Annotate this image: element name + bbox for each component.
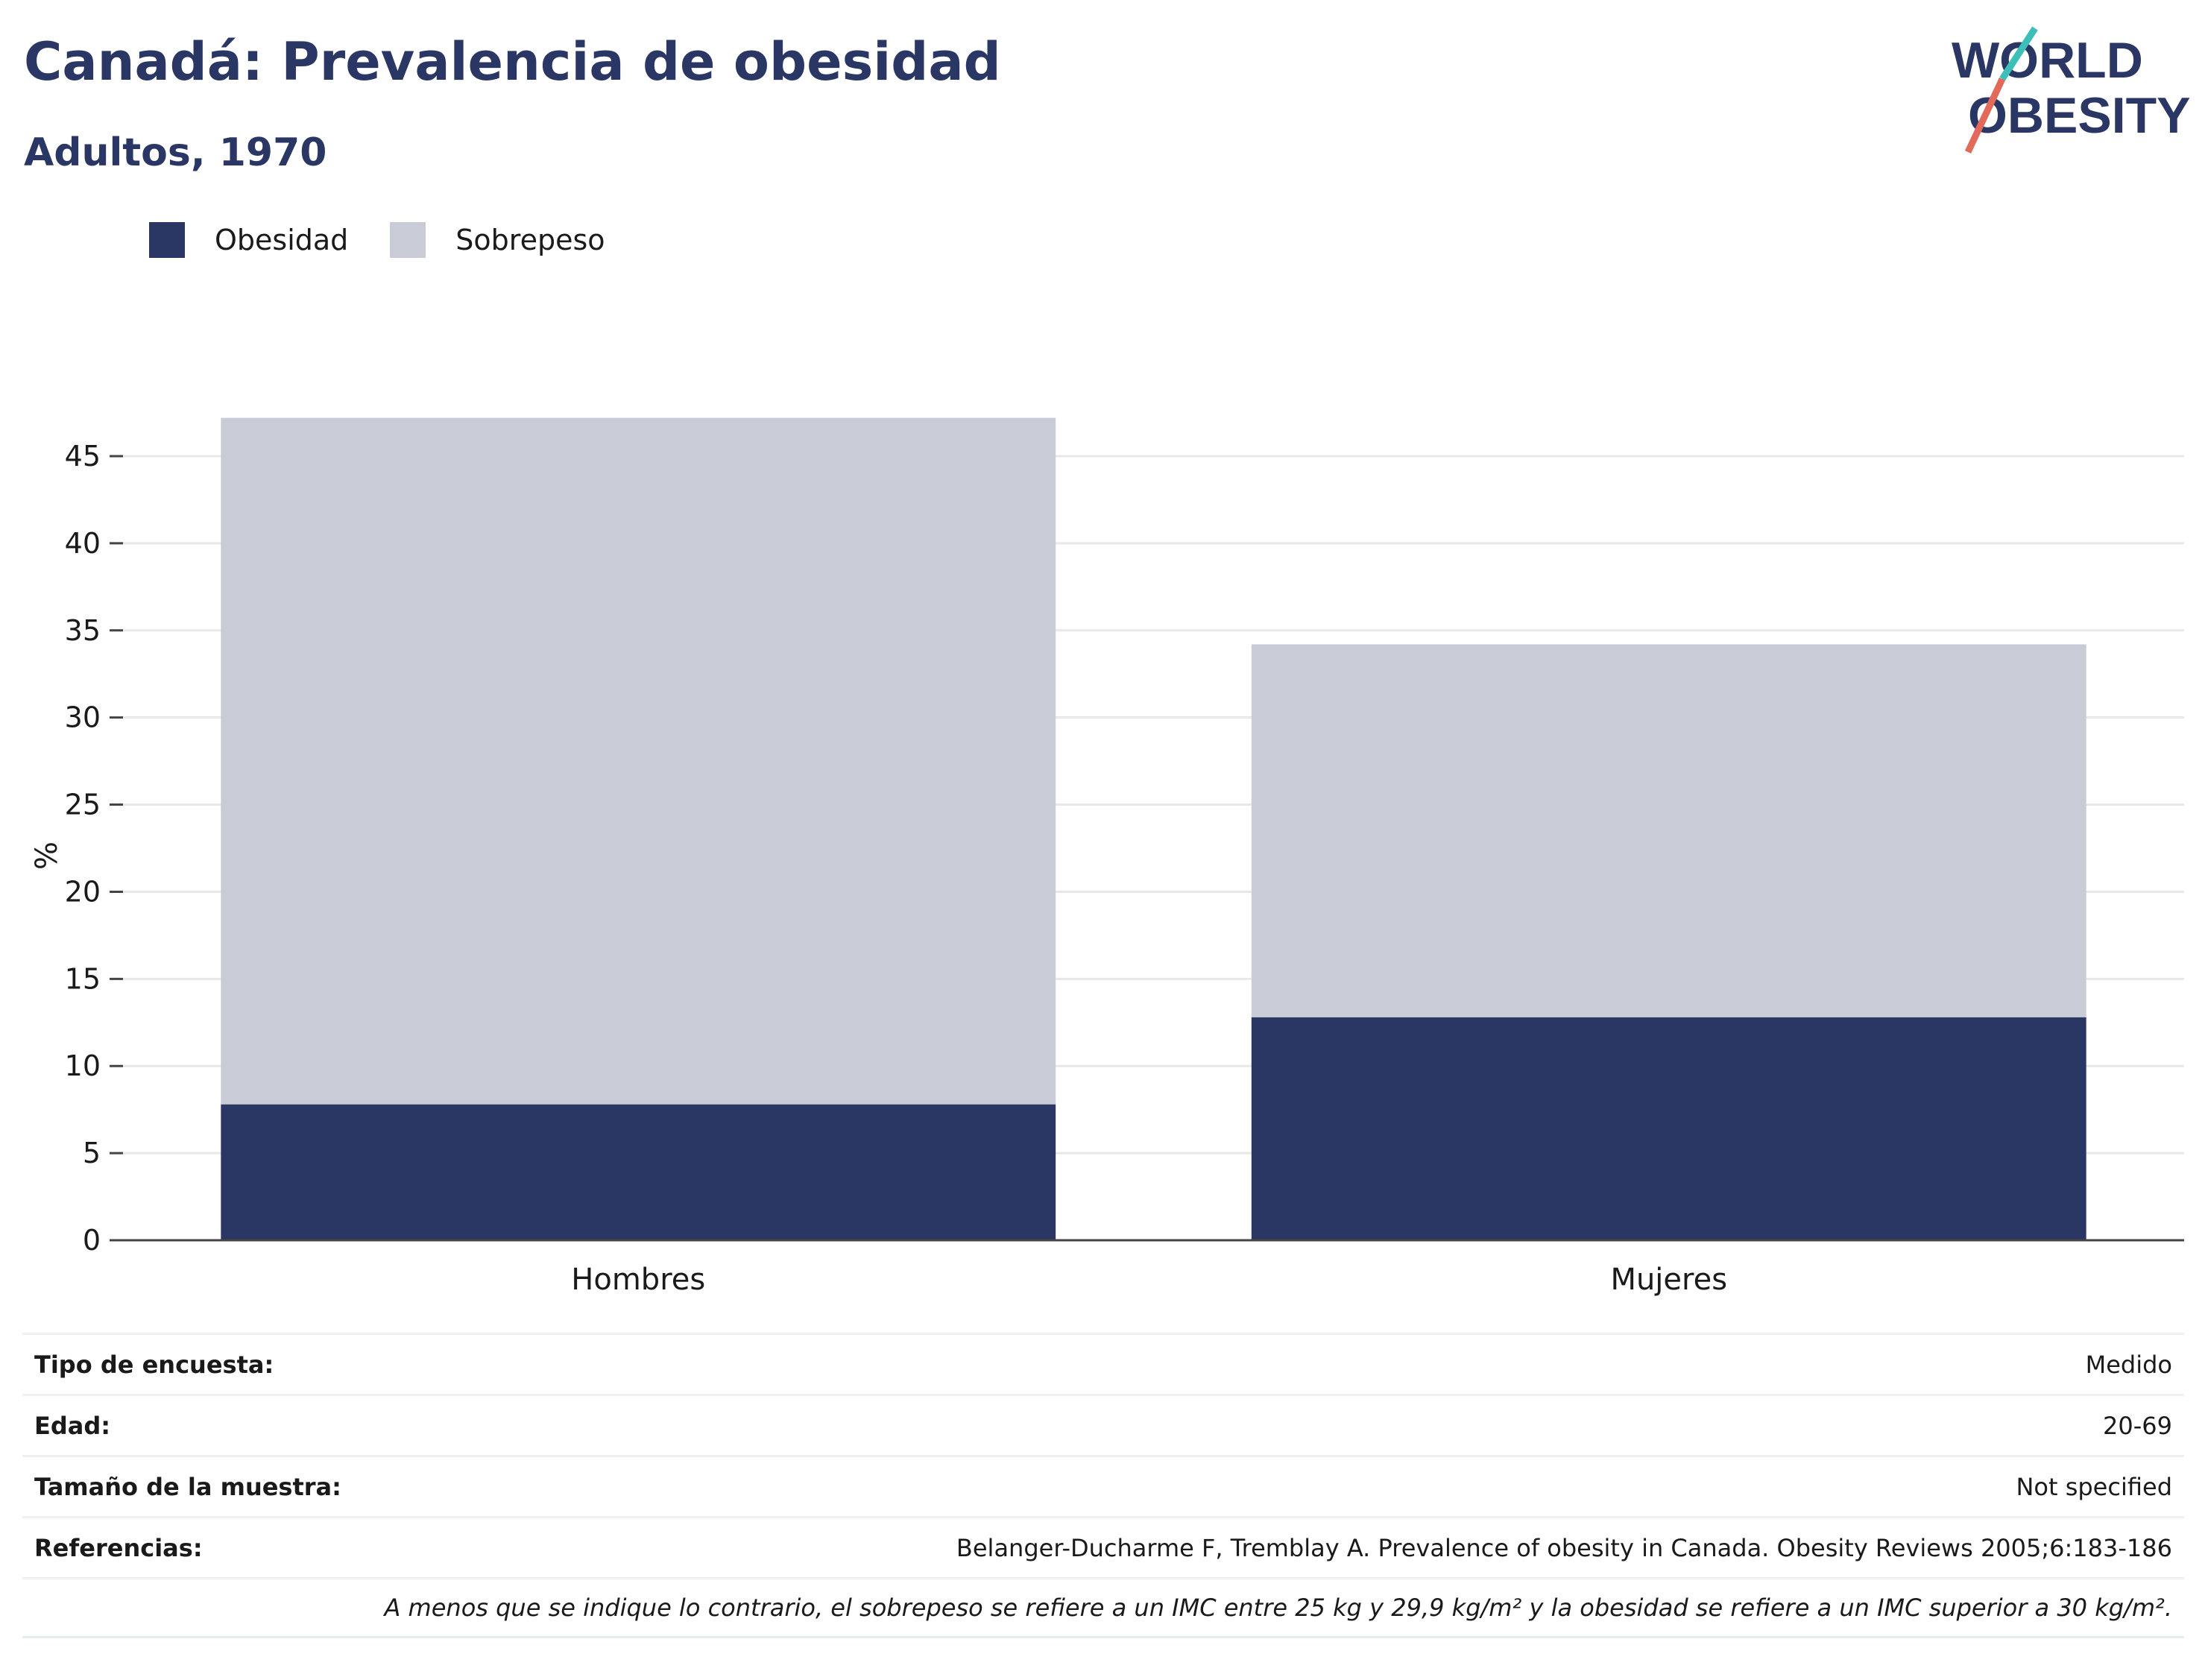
bar-obesidad-hombres: [221, 1104, 1056, 1240]
row-references: Referencias: Belanger-Ducharme F, Trembl…: [22, 1516, 2184, 1577]
row-survey-type: Tipo de encuesta: Medido: [22, 1333, 2184, 1394]
chart-title: Canadá: Prevalencia de obesidad: [24, 31, 1001, 92]
legend-item-sobrepeso: Sobrepeso: [390, 222, 605, 258]
bar-sobrepeso-mujeres: [1251, 644, 2086, 1017]
age-label: Edad:: [34, 1411, 111, 1440]
row-sample-size: Tamaño de la muestra: Not specified: [22, 1455, 2184, 1516]
y-axis-label: %: [30, 841, 64, 870]
sample-size-label: Tamaño de la muestra:: [34, 1472, 341, 1501]
logo-slash-coral: [1964, 78, 2006, 154]
y-tick-label-0: 0: [83, 1224, 101, 1257]
y-tick-label-25: 25: [65, 789, 101, 821]
y-tick-label-10: 10: [65, 1049, 101, 1082]
y-tick-label-15: 15: [65, 962, 101, 995]
legend-swatch-sobrepeso: [390, 222, 426, 258]
definition-note: A menos que se indique lo contrario, el …: [384, 1594, 2172, 1622]
legend-swatch-obesidad: [149, 222, 185, 258]
x-tick-label-hombres: Hombres: [571, 1263, 705, 1297]
bar-obesidad-mujeres: [1251, 1017, 2086, 1240]
y-tick-label-45: 45: [65, 440, 101, 473]
y-tick-label-5: 5: [83, 1137, 101, 1169]
x-tick-label-mujeres: Mujeres: [1610, 1263, 1727, 1297]
references-value: Belanger-Ducharme F, Tremblay A. Prevale…: [956, 1533, 2172, 1562]
logo-line2: OBESITY: [1968, 87, 2191, 144]
row-note: A menos que se indique lo contrario, el …: [22, 1577, 2184, 1638]
chart-legend: Obesidad Sobrepeso: [149, 222, 647, 258]
y-tick-label-40: 40: [65, 527, 101, 560]
bar-sobrepeso-hombres: [221, 417, 1056, 1105]
survey-details-table: Tipo de encuesta: Medido Edad: 20-69 Tam…: [22, 1333, 2184, 1638]
legend-label-sobrepeso: Sobrepeso: [455, 224, 605, 256]
survey-type-label: Tipo de encuesta:: [34, 1350, 274, 1379]
references-label: Referencias:: [34, 1533, 203, 1562]
logo-slash-teal: [1999, 26, 2038, 81]
y-tick-label-20: 20: [65, 875, 101, 908]
legend-label-obesidad: Obesidad: [215, 224, 349, 256]
y-tick-label-30: 30: [65, 701, 101, 734]
y-tick-label-35: 35: [65, 614, 101, 647]
chart-subtitle: Adultos, 1970: [24, 130, 327, 175]
survey-type-value: Medido: [2085, 1350, 2172, 1379]
logo-line1: WORLD: [1952, 32, 2143, 89]
age-value: 20-69: [2103, 1411, 2172, 1440]
row-age: Edad: 20-69: [22, 1394, 2184, 1455]
sample-size-value: Not specified: [2016, 1472, 2172, 1501]
legend-item-obesidad: Obesidad: [149, 222, 348, 258]
world-obesity-logo: WORLD OBESITY: [1952, 26, 2191, 154]
bar-chart: 0 5 10 15 20 25 30 35 40 45% Hombres Mujeres: [30, 417, 2184, 1297]
